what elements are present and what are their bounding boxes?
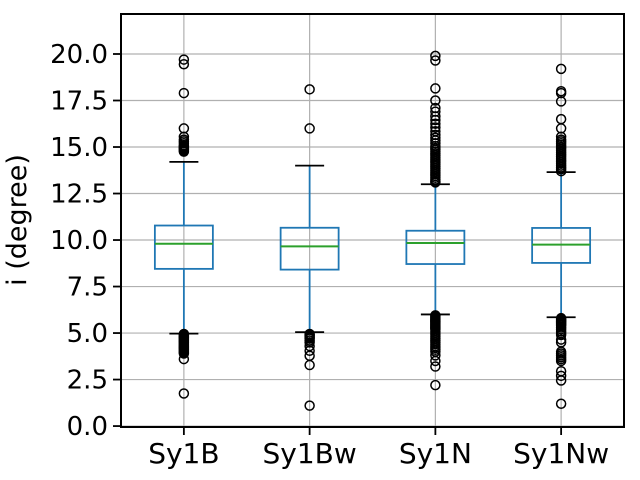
box — [405, 229, 466, 265]
axes-layer — [113, 13, 625, 435]
flier-point — [430, 95, 441, 106]
grid-layer — [121, 14, 624, 427]
x-tick-label: Sy1B — [148, 437, 219, 470]
flier-point — [304, 123, 315, 134]
data-layer — [153, 50, 592, 411]
flier-point — [430, 118, 441, 130]
flier-point — [178, 54, 190, 65]
y-tick-label: 2.5 — [67, 366, 108, 396]
flier-point — [430, 350, 441, 361]
flier-point — [555, 165, 567, 177]
flier-point — [430, 361, 441, 372]
y-tick-label: 15.0 — [50, 133, 108, 163]
flier-point — [178, 348, 190, 359]
flier-point — [555, 355, 567, 367]
box-group-Sy1Bw — [279, 84, 340, 411]
flier-point — [430, 122, 441, 133]
y-axis-label: i (degree) — [2, 154, 33, 286]
flier-point — [430, 55, 441, 66]
y-tick-label: 20.0 — [50, 40, 108, 70]
x-tick-label: Sy1Nw — [513, 437, 609, 470]
flier-point — [555, 63, 567, 75]
flier-point — [304, 400, 315, 411]
flier-point — [555, 334, 567, 345]
x-tick-label: Sy1Bw — [262, 437, 356, 470]
flier-point — [178, 58, 190, 70]
axes-spines — [120, 13, 625, 428]
flier-point — [178, 87, 190, 99]
box-group-Sy1Nw — [531, 63, 592, 409]
y-tick-label: 10.0 — [50, 226, 108, 256]
flier-point — [430, 355, 441, 367]
box-group-Sy1B — [153, 54, 214, 399]
flier-point — [430, 114, 441, 126]
flier-point — [430, 111, 441, 122]
x-tick-label: Sy1N — [399, 437, 472, 470]
flier-point — [304, 345, 315, 356]
flier-point — [178, 388, 190, 399]
y-tick-label: 0.0 — [67, 412, 108, 442]
flier-point — [304, 84, 315, 95]
y-tick-label: 7.5 — [67, 273, 108, 303]
y-tick-label: 5.0 — [67, 319, 108, 349]
flier-point — [430, 50, 441, 62]
flier-point — [555, 398, 567, 409]
flier-point — [555, 329, 567, 341]
label-layer: i (degree) 0.0 2.5 5.0 7.5 10.0 12.5 15.0 17.5 2… — [2, 40, 609, 470]
flier-point — [430, 379, 441, 391]
flier-point — [555, 96, 567, 107]
y-tick-label: 17.5 — [50, 87, 108, 117]
flier-point — [430, 83, 441, 94]
y-tick-label: 12.5 — [50, 180, 108, 210]
flier-point — [430, 177, 441, 188]
flier-point — [178, 146, 190, 157]
box — [279, 226, 340, 271]
flier-point — [555, 375, 567, 386]
box-group-Sy1N — [405, 50, 466, 391]
flier-point — [178, 353, 190, 365]
flier-point — [555, 370, 567, 382]
box — [153, 224, 214, 270]
flier-point — [304, 359, 315, 371]
